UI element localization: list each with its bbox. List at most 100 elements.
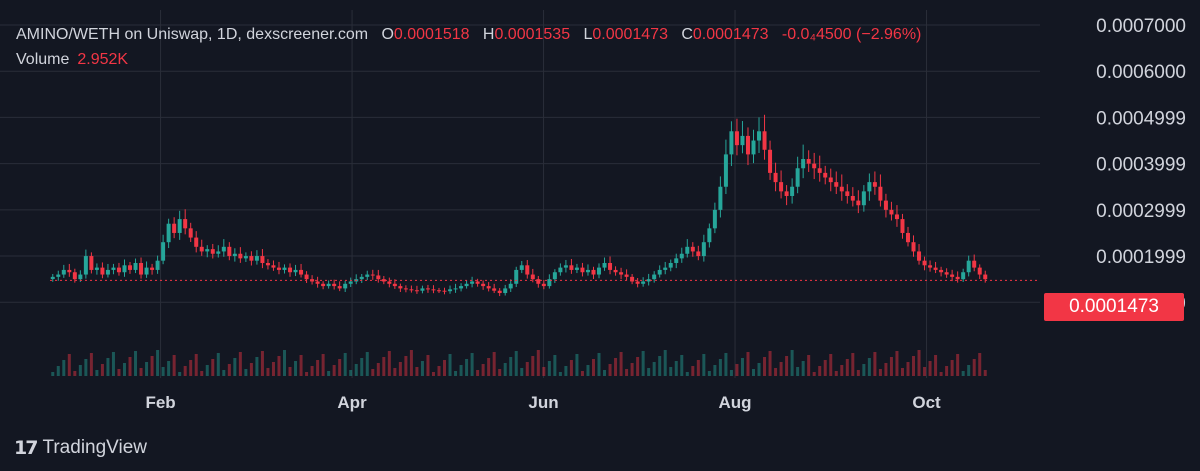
candle-body	[955, 276, 960, 280]
candle-body	[475, 281, 480, 284]
x-axis[interactable]: Feb Apr Jun Aug Oct	[145, 393, 941, 412]
volume-bar	[216, 353, 220, 376]
candle-body	[519, 265, 524, 270]
volume-bar	[299, 355, 303, 376]
volume-bar	[878, 369, 882, 376]
volume-bar	[492, 352, 496, 376]
candle-body	[911, 242, 916, 252]
candle-body	[828, 177, 833, 183]
volume-bar	[172, 355, 176, 376]
candle-body	[889, 209, 894, 215]
candle-body	[635, 281, 640, 284]
candle-body	[563, 265, 568, 268]
candle-body	[834, 182, 839, 187]
ohlc-legend: AMINO/WETH on Uniswap, 1D, dexscreener.c…	[16, 26, 921, 44]
candle-body	[78, 274, 83, 280]
candle-body	[398, 286, 403, 289]
candle-body	[348, 281, 353, 284]
candle-body	[779, 182, 784, 192]
volume-bar	[889, 357, 893, 376]
candle-body	[900, 219, 905, 233]
candle-body	[144, 267, 149, 275]
volume-bar	[476, 370, 480, 376]
candle-body	[569, 265, 574, 270]
volume-bar	[873, 352, 877, 376]
candle-body	[613, 269, 618, 273]
volume-bar	[509, 357, 513, 376]
volume-bar	[531, 356, 535, 376]
volume-bar	[200, 371, 204, 376]
y-axis[interactable]: 0.0007000 0.0006000 0.0004999 0.0003999 0.00…	[1086, 16, 1186, 314]
volume-bar	[580, 371, 584, 376]
volume-bar	[327, 371, 331, 376]
y-tick-label: 0.0003999	[1096, 155, 1186, 176]
volume-bar	[939, 372, 943, 376]
candle-body	[861, 191, 866, 206]
candle-body	[122, 265, 127, 273]
volume-bar	[514, 351, 518, 376]
tradingview-logo[interactable]: 17 TradingView	[14, 436, 147, 460]
volume-bar	[614, 358, 618, 376]
volume-bar	[845, 359, 849, 376]
candle-body	[580, 267, 585, 273]
volume-bar	[685, 372, 689, 376]
candle-body	[271, 265, 276, 268]
volume-bar	[128, 357, 132, 376]
candle-body	[718, 186, 723, 210]
candle-body	[823, 172, 828, 178]
volume-bar	[735, 364, 739, 376]
candle-body	[161, 242, 166, 261]
volume-bar	[56, 366, 60, 376]
candle-body	[139, 262, 144, 275]
candle-body	[707, 228, 712, 243]
candle-body	[734, 131, 739, 146]
volume-bar	[796, 367, 800, 376]
volume-bar	[487, 358, 491, 376]
candle-body	[459, 286, 464, 289]
low-label: L	[583, 26, 593, 43]
volume-bar	[371, 369, 375, 376]
volume-bar	[338, 359, 342, 376]
grid-lines	[0, 10, 1040, 378]
volume-bar	[862, 364, 866, 376]
x-tick-label: Aug	[719, 393, 752, 412]
volume-bar	[415, 367, 419, 376]
candle-body	[166, 223, 171, 243]
volume-bar	[553, 355, 557, 376]
volume-bar	[923, 367, 927, 376]
volume-bar	[62, 360, 66, 376]
volume-bar	[674, 361, 678, 376]
volume-bar	[785, 356, 789, 376]
volume-bar	[934, 355, 938, 376]
volume-bar	[840, 365, 844, 376]
candle-body	[558, 267, 563, 273]
volume-bar	[167, 361, 171, 376]
volume-bar	[205, 365, 209, 376]
candle-body	[216, 251, 221, 254]
volume-bar	[829, 354, 833, 376]
volume-bar	[244, 369, 248, 376]
volume-bar	[89, 353, 93, 376]
volume-bar	[867, 358, 871, 376]
volume-bar	[663, 350, 667, 376]
volume-bar	[603, 370, 607, 376]
candle-body	[431, 289, 436, 291]
volume-bar	[100, 364, 104, 376]
candle-body	[100, 267, 105, 275]
volume-bar	[768, 351, 772, 376]
volume-bar	[211, 359, 215, 376]
x-tick-label: Apr	[337, 393, 367, 412]
volume-bar	[360, 358, 364, 376]
volume-bar	[691, 366, 695, 376]
candle-body	[343, 283, 348, 289]
candle-body	[674, 258, 679, 263]
volume-bar	[189, 360, 193, 376]
candle-body	[337, 286, 342, 289]
volume-bar	[757, 363, 761, 376]
candle-body	[790, 186, 795, 196]
volume-bar	[801, 361, 805, 376]
candle-body	[845, 191, 850, 196]
candle-body	[839, 186, 844, 192]
